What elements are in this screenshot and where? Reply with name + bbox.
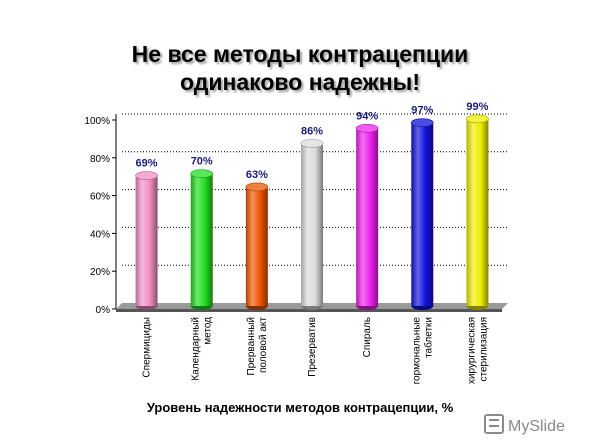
- watermark-text: MySlide: [508, 418, 565, 435]
- bar: [135, 175, 158, 306]
- y-tick-label: 40%: [90, 229, 110, 240]
- data-label: 69%: [136, 158, 158, 170]
- category-label-line: Календарный: [191, 317, 202, 381]
- category-label-line: Спермициды: [142, 317, 153, 378]
- category-label-line: таблетки: [422, 317, 434, 358]
- category-label: Презерватив: [307, 317, 318, 377]
- bar: [466, 118, 489, 306]
- bar-top: [300, 139, 324, 148]
- bar-top: [410, 118, 434, 127]
- category-label: гормональные таблетки: [411, 317, 434, 385]
- category-label-line: Презерватив: [307, 317, 318, 377]
- y-tick-label: 20%: [90, 267, 110, 278]
- category-label: хирургическая стерилизация: [466, 317, 489, 384]
- x-axis-label: Уровень надежности методов контрацепции,…: [146, 400, 454, 415]
- slide-icon: [484, 414, 504, 434]
- bar: [190, 173, 213, 306]
- chart-title: Не все методы контрацепции одинаково над…: [0, 40, 600, 96]
- category-label-line: стерилизация: [478, 317, 489, 381]
- y-tick-label: 0%: [96, 305, 111, 316]
- bar-top: [190, 169, 214, 178]
- category-label: Прерванный половой акт: [246, 317, 269, 376]
- data-label: 70%: [191, 156, 213, 168]
- data-label: 63%: [246, 169, 268, 181]
- category-label-line: хирургическая: [466, 317, 477, 384]
- watermark: MySlide: [484, 414, 565, 436]
- data-label: 97%: [411, 105, 433, 117]
- bar: [356, 128, 379, 306]
- y-tick-label: 100%: [84, 116, 110, 127]
- y-tick-label: 80%: [90, 154, 110, 165]
- data-label: 99%: [466, 101, 488, 113]
- bar: [245, 186, 268, 306]
- category-label-line: Спираль: [362, 317, 373, 357]
- chart-title-line-2: одинаково надежны!: [180, 69, 420, 95]
- category-label: Спираль: [362, 317, 373, 357]
- category-label: Спермициды: [142, 317, 153, 378]
- category-label-line: Прерванный: [246, 317, 257, 375]
- bar-top: [466, 114, 489, 124]
- data-label: 94%: [356, 110, 378, 122]
- bar-top: [135, 171, 158, 180]
- category-label-line: метод: [203, 317, 214, 345]
- chart-floor-edge: [116, 309, 502, 312]
- category-label-line: половой акт: [258, 317, 269, 373]
- chart-title-line-1: Не все методы контрацепции: [131, 41, 469, 67]
- category-label-line: гормональные: [411, 317, 422, 385]
- category-label: Календарный метод: [191, 317, 214, 381]
- y-tick-label: 60%: [90, 192, 110, 203]
- bar: [301, 143, 323, 306]
- bar-top: [355, 124, 379, 133]
- bar-top: [245, 182, 269, 192]
- data-label: 86%: [301, 125, 323, 137]
- bar: [411, 122, 434, 306]
